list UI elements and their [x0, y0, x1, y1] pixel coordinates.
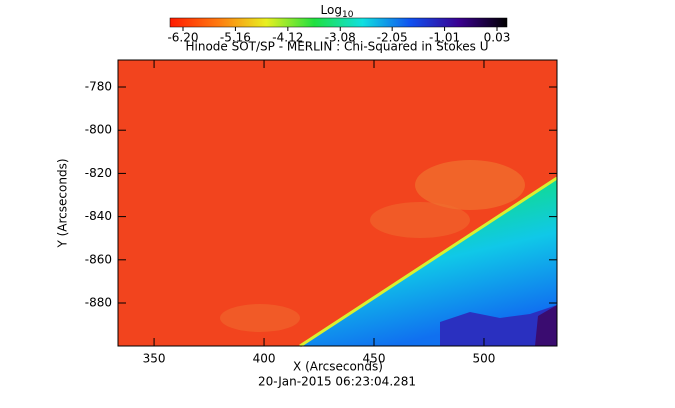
colorbar-tick-label: -1.01 [429, 31, 460, 45]
colorbar-tick-label: -5.16 [220, 31, 251, 45]
y-tick-label: -860 [85, 252, 112, 266]
colorbar-tick-label: -3.08 [325, 31, 356, 45]
y-axis-label: Y (Arcseconds) [56, 158, 70, 248]
colorbar-tick-label: -2.05 [377, 31, 408, 45]
x-axis-label: X (Arcseconds) [293, 360, 383, 374]
colorbar-tick-label: -4.12 [272, 31, 303, 45]
x-tick-label: 350 [143, 352, 166, 366]
image [117, 59, 558, 348]
colorbar-tick-label: 0.03 [484, 31, 511, 45]
chart-title: Hinode SOT/SP - MERLIN : Chi-Squared in … [185, 40, 488, 54]
x-tick-label: 400 [253, 352, 276, 366]
colorbar [169, 17, 508, 28]
x-tick-label: 500 [473, 352, 496, 366]
colorbar-label: Log10 [321, 3, 354, 20]
y-tick-label: -820 [85, 166, 112, 180]
colorbar-tick-label: -6.20 [167, 31, 198, 45]
x-tick-label: 450 [363, 352, 386, 366]
timestamp: 20-Jan-2015 06:23:04.281 [258, 375, 416, 389]
y-tick-label: -800 [85, 123, 112, 137]
y-tick-label: -840 [85, 209, 112, 223]
y-tick-label: -780 [85, 80, 112, 94]
y-tick-label: -880 [85, 296, 112, 310]
